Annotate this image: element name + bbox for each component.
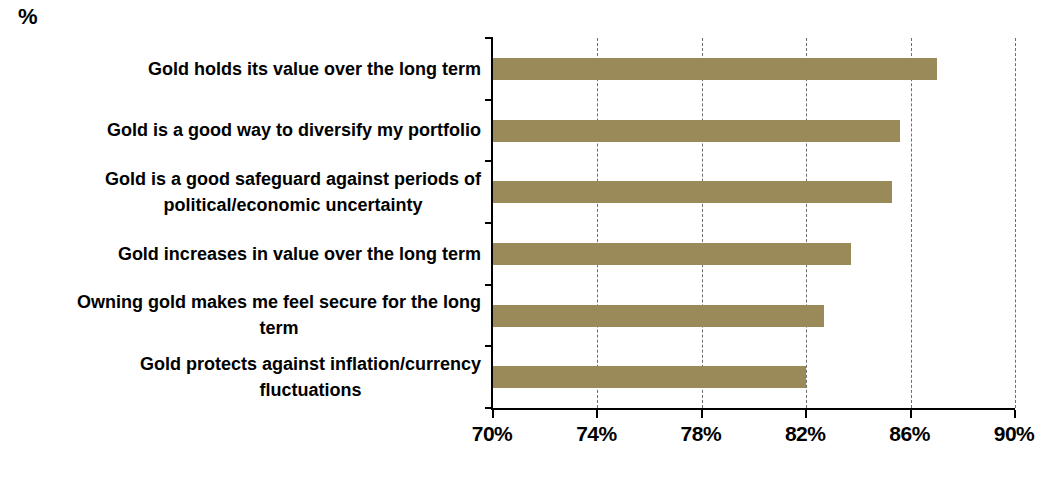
x-axis-tick: [910, 410, 912, 418]
bar: [493, 305, 824, 327]
y-axis-tick: [485, 99, 493, 101]
x-tick-label: 78%: [681, 422, 722, 446]
gridline: [911, 38, 912, 408]
gridline: [806, 38, 807, 408]
x-axis-tick: [805, 410, 807, 418]
category-label: Gold is a good way to diversify my portf…: [107, 117, 481, 143]
x-tick-label: 90%: [994, 422, 1035, 446]
bar: [493, 243, 851, 265]
category-label-row: Gold is a good safeguard against periods…: [0, 161, 481, 223]
category-label: Owning gold makes me feel secure for the…: [77, 289, 481, 341]
bar-chart: % Gold holds its value over the long ter…: [0, 0, 1063, 485]
axis-unit-label: %: [18, 4, 38, 30]
category-label-row: Gold protects against inflation/currency…: [0, 346, 481, 408]
category-axis-labels: Gold holds its value over the long term G…: [0, 38, 481, 408]
bar: [493, 366, 806, 388]
gridline: [702, 38, 703, 408]
category-label: Gold is a good safeguard against periods…: [105, 166, 481, 218]
x-tick-label: 74%: [576, 422, 617, 446]
bar: [493, 58, 937, 80]
category-label-row: Gold increases in value over the long te…: [0, 223, 481, 285]
y-axis-tick: [485, 284, 493, 286]
x-axis-tick: [701, 410, 703, 418]
y-axis-tick: [485, 37, 493, 39]
y-axis-tick: [485, 407, 493, 409]
x-tick-label: 86%: [889, 422, 930, 446]
x-axis-tick: [1014, 410, 1016, 418]
x-tick-label: 70%: [472, 422, 513, 446]
x-axis-tick: [492, 410, 494, 418]
category-label-row: Gold holds its value over the long term: [0, 38, 481, 100]
y-axis-tick: [485, 160, 493, 162]
category-label: Gold holds its value over the long term: [148, 56, 481, 82]
x-tick-label: 82%: [785, 422, 826, 446]
y-axis-tick: [485, 345, 493, 347]
y-axis-tick: [485, 222, 493, 224]
category-label-row: Owning gold makes me feel secure for the…: [0, 285, 481, 347]
bar: [493, 120, 900, 142]
category-label: Gold protects against inflation/currency…: [140, 351, 481, 403]
bar: [493, 181, 892, 203]
gridline: [1015, 38, 1016, 408]
x-axis-tick: [596, 410, 598, 418]
category-label: Gold increases in value over the long te…: [118, 241, 481, 267]
plot-area: [491, 38, 1015, 410]
x-axis-tick-labels: 70% 74% 78% 82% 86% 90%: [0, 422, 1063, 454]
category-label-row: Gold is a good way to diversify my portf…: [0, 100, 481, 162]
gridline: [597, 38, 598, 408]
